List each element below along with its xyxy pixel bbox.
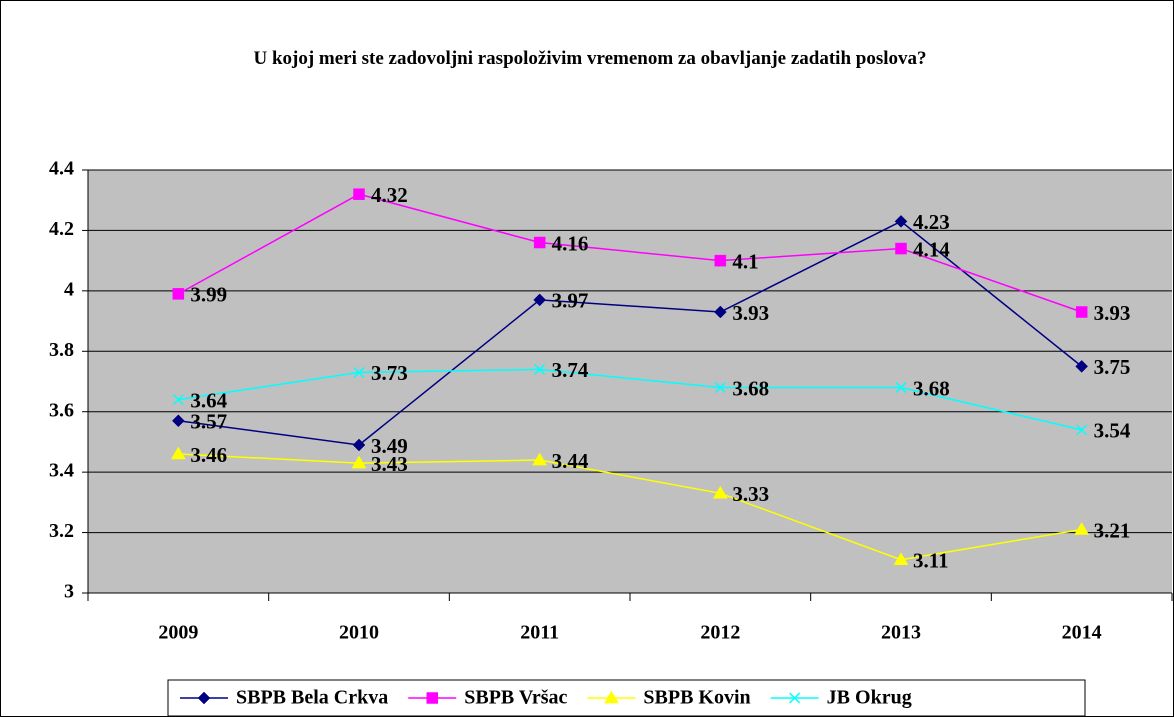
marker [534, 363, 546, 375]
x-tick-label: 2012 [700, 622, 740, 644]
data-label: 3.93 [732, 301, 769, 325]
data-label: 4.32 [371, 183, 408, 207]
data-label: 3.21 [1094, 518, 1131, 542]
y-tick-label: 3.4 [49, 460, 74, 482]
marker [533, 236, 546, 249]
marker [1075, 306, 1088, 318]
y-tick-label: 4.2 [49, 218, 74, 240]
marker [603, 690, 619, 704]
series-line [178, 368, 1082, 431]
marker [1074, 522, 1090, 535]
data-label: 3.73 [371, 361, 408, 385]
marker [171, 414, 185, 428]
data-label: 4.23 [913, 210, 950, 234]
data-label: 3.97 [552, 289, 589, 313]
x-tick-label: 2014 [1062, 622, 1102, 644]
chart-title: U kojoj meri ste zadovoljni raspoloživim… [253, 48, 927, 69]
data-label: 4.14 [913, 237, 950, 261]
plot-area [88, 170, 1172, 593]
data-label: 3.54 [1094, 419, 1131, 443]
marker [893, 552, 909, 566]
data-label: 3.93 [1094, 301, 1131, 325]
legend-label: JB Okrug [827, 687, 912, 709]
series-line [177, 193, 1082, 313]
marker [895, 242, 907, 255]
data-label: 3.64 [190, 388, 227, 412]
data-label: 3.49 [371, 434, 408, 458]
y-tick-label: 3.2 [49, 520, 74, 542]
data-label: 3.57 [190, 410, 227, 434]
marker [352, 438, 366, 452]
marker [894, 215, 908, 228]
data-label: 3.44 [552, 449, 589, 473]
marker [895, 382, 907, 394]
data-label: 4.1 [732, 249, 758, 273]
marker [426, 692, 438, 704]
marker [353, 188, 365, 200]
y-tick-label: 4 [64, 278, 74, 300]
data-label: 3.46 [190, 443, 227, 467]
y-tick-label: 3.6 [49, 399, 74, 421]
marker [532, 452, 548, 466]
marker [351, 455, 367, 469]
data-label: 3.33 [732, 482, 769, 506]
data-label: 3.11 [913, 549, 949, 573]
data-label: 3.68 [913, 376, 950, 400]
marker [712, 485, 728, 499]
marker [714, 254, 727, 267]
y-tick-label: 4.4 [49, 158, 74, 180]
x-tick-label: 2009 [158, 622, 198, 644]
data-label: 3.68 [732, 376, 769, 400]
marker [170, 446, 186, 460]
data-label: 3.74 [552, 358, 589, 382]
marker [789, 692, 801, 704]
marker [1076, 424, 1088, 436]
marker [172, 394, 184, 406]
series-line [178, 220, 1083, 446]
marker [1075, 360, 1089, 373]
y-tick-label: 3.8 [49, 339, 74, 361]
data-label: 3.75 [1094, 355, 1131, 379]
data-label: 3.43 [371, 452, 408, 476]
marker [714, 382, 726, 394]
marker [197, 691, 211, 705]
x-tick-label: 2011 [520, 622, 559, 644]
data-label: 3.99 [190, 283, 227, 307]
data-label: 4.16 [552, 231, 589, 255]
legend-label: SBPB Vršac [464, 687, 567, 709]
marker [172, 288, 185, 300]
legend-label: SBPB Kovin [643, 687, 750, 709]
title-box: U kojoj meri ste zadovoljni raspoloživim… [253, 48, 927, 69]
legend-label: SBPB Bela Crkva [236, 687, 388, 709]
x-tick-label: 2013 [881, 622, 921, 644]
marker [353, 366, 365, 378]
marker [533, 293, 547, 307]
series-line [178, 453, 1082, 561]
x-tick-label: 2010 [339, 622, 379, 644]
marker [713, 305, 727, 319]
y-tick-label: 3 [64, 581, 74, 603]
